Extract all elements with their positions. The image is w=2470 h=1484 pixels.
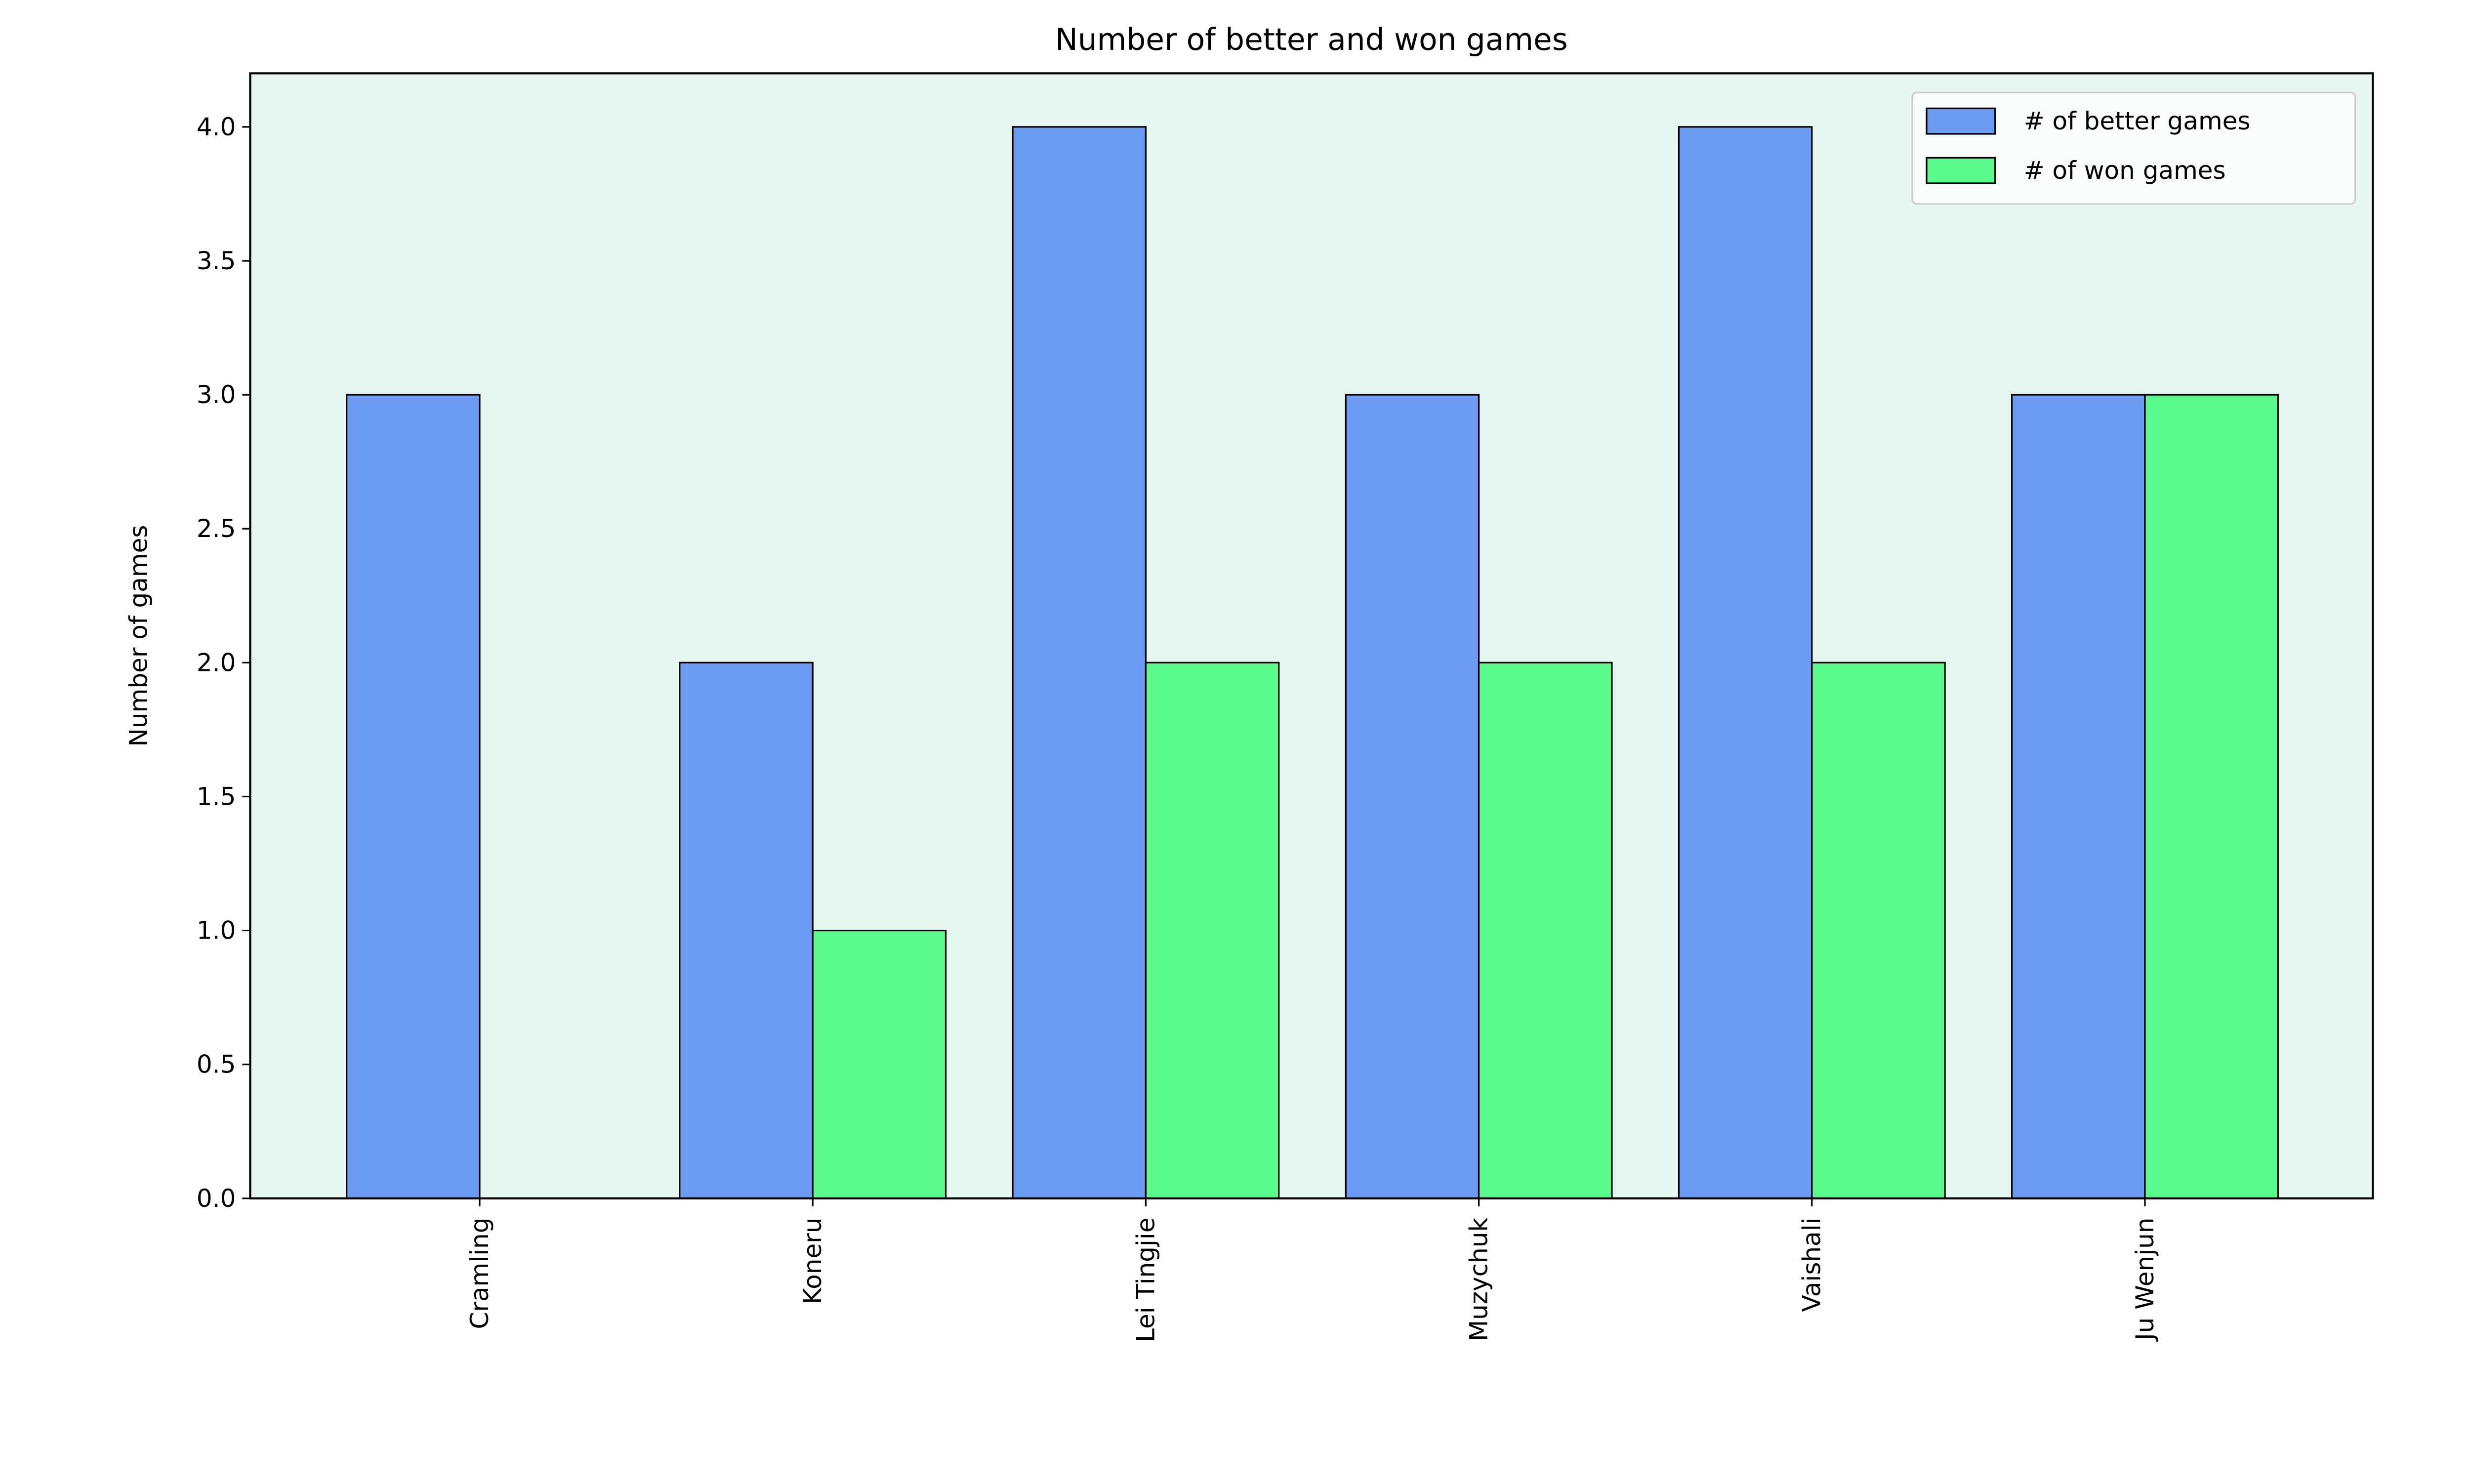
bar-won-ju-wenjun xyxy=(2144,394,2279,1199)
bar-better-koneru xyxy=(679,661,814,1199)
bars-layer xyxy=(346,126,2279,1199)
bar-won-muzychuk xyxy=(1478,661,1613,1199)
y-tick-label: 0.5 xyxy=(197,1050,236,1079)
y-tick-label: 1.5 xyxy=(197,782,236,811)
legend-swatch xyxy=(1926,107,1996,135)
legend-label: # of won games xyxy=(2024,156,2226,185)
bar-won-lei-tingjie xyxy=(1145,661,1280,1199)
y-tick-label: 3.0 xyxy=(197,380,236,409)
x-tick-label: Koneru xyxy=(798,1218,827,1305)
y-axis-label: Number of games xyxy=(124,525,153,747)
x-tick-label: Vaishali xyxy=(1798,1218,1826,1312)
bar-better-ju-wenjun xyxy=(2011,394,2146,1199)
y-tick-label: 0.0 xyxy=(197,1184,236,1213)
bar-better-muzychuk xyxy=(1345,394,1480,1199)
y-tick-label: 4.0 xyxy=(197,113,236,141)
bar-won-vaishali xyxy=(1811,661,1946,1199)
y-tick-label: 2.0 xyxy=(197,648,236,677)
axes-layer: 0.0 0.5 1.0 1.5 2.0 2.5 3.0 3.5 4.0 Cramling Koner… xyxy=(197,113,2159,1342)
legend-swatch xyxy=(1926,157,1996,184)
plot-frame xyxy=(249,72,2374,1199)
x-tick-label: Cramling xyxy=(465,1218,494,1329)
bar-better-vaishali xyxy=(1678,126,1813,1199)
bar-won-koneru xyxy=(812,929,947,1199)
y-tick-label: 2.5 xyxy=(197,514,236,543)
y-tick-label: 3.5 xyxy=(197,247,236,275)
x-tick-label: Muzychuk xyxy=(1465,1217,1493,1341)
bar-better-lei-tingjie xyxy=(1012,126,1147,1199)
y-tick-label: 1.0 xyxy=(197,916,236,945)
x-tick-label: Lei Tingjie xyxy=(1131,1218,1160,1342)
legend: # of better games # of won games xyxy=(1911,91,2356,205)
legend-label: # of better games xyxy=(2024,107,2251,135)
x-tick-label: Ju Wenjun xyxy=(2131,1218,2159,1342)
bar-better-cramling xyxy=(346,394,481,1199)
legend-box xyxy=(1911,91,2356,205)
chart-title: Number of better and won games xyxy=(1055,22,1568,57)
